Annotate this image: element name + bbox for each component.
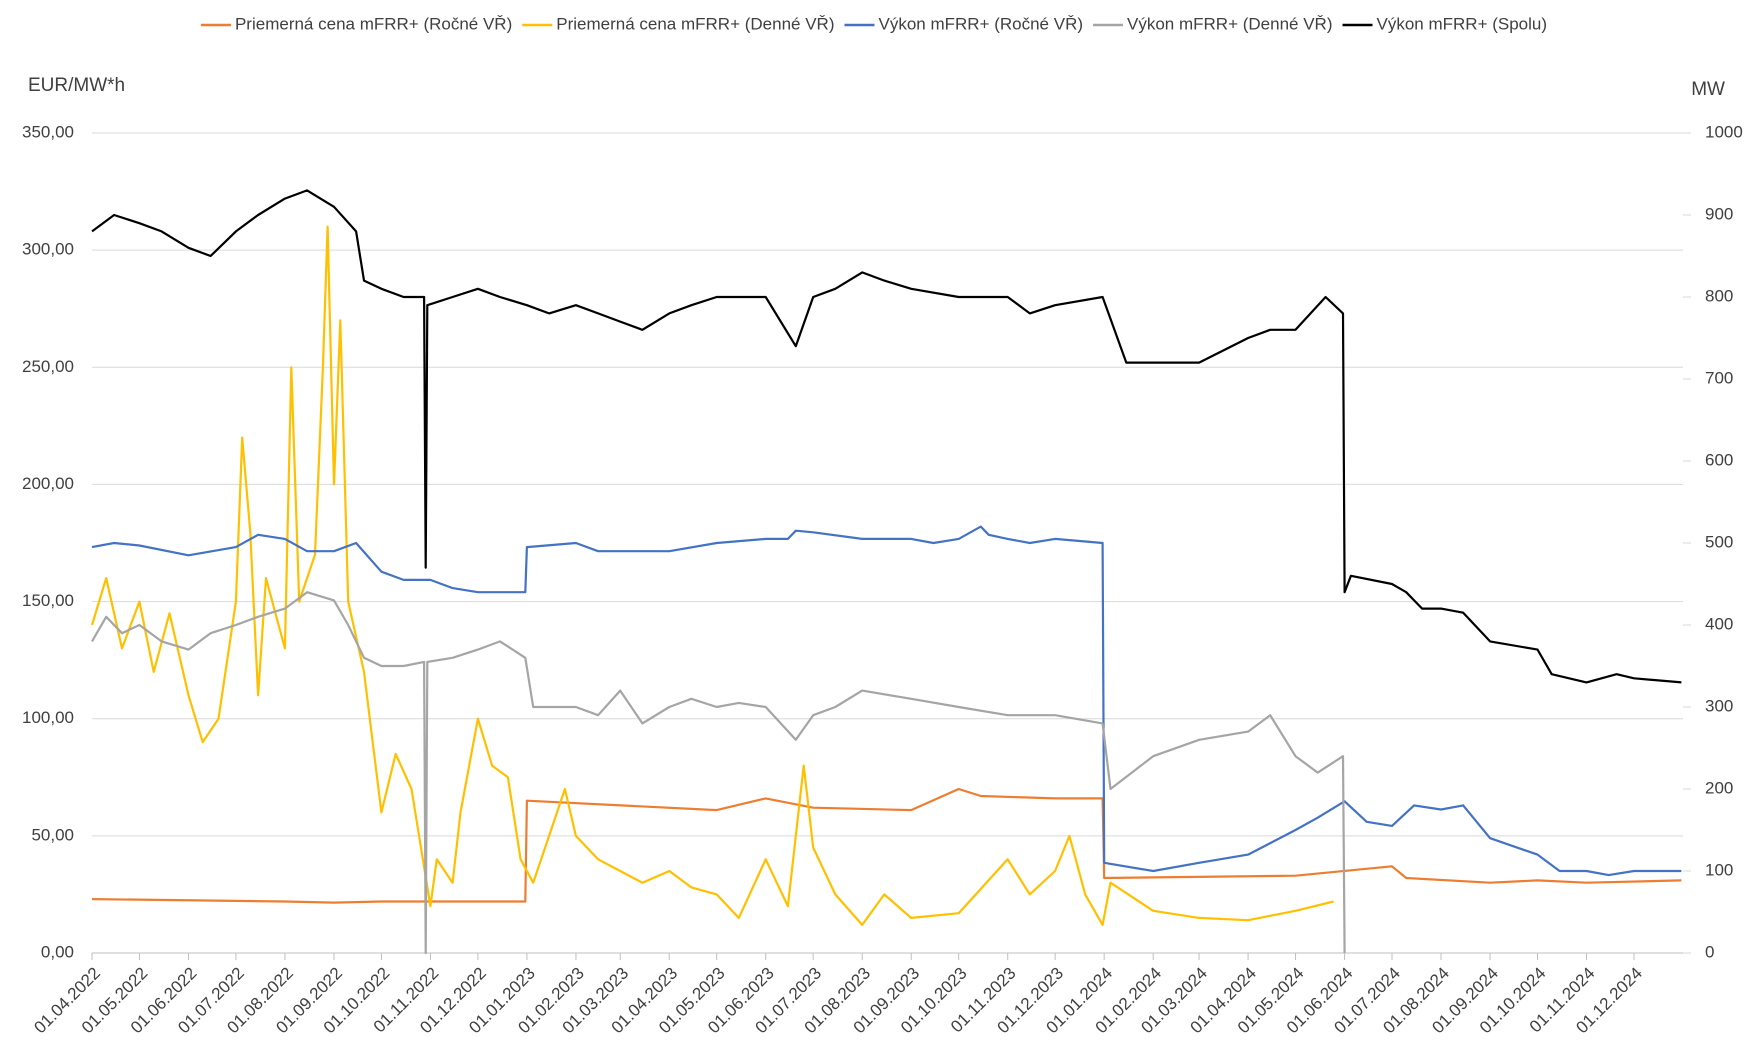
- y-tick-label: 350,00: [22, 122, 74, 141]
- legend-label: Výkon mFRR+ (Ročné VŘ): [878, 14, 1083, 33]
- y2-tick-label: 0: [1705, 942, 1714, 961]
- legend-label: Priemerná cena mFRR+ (Ročné VŘ): [235, 14, 512, 33]
- y2-tick-label: 300: [1705, 696, 1733, 715]
- y-tick-label: 100,00: [22, 708, 74, 727]
- y2-tick-label: 600: [1705, 450, 1733, 469]
- series-line: [91, 591, 1346, 955]
- y-tick-label: 0,00: [41, 942, 74, 961]
- y-tick-label: 250,00: [22, 357, 74, 376]
- y2-axis-title: MW: [1691, 79, 1725, 100]
- y2-tick-label: 800: [1705, 286, 1733, 305]
- legend-label: Výkon mFRR+ (Denné VŘ): [1127, 14, 1332, 33]
- series-line: [90, 225, 1334, 926]
- y2-tick-label: 700: [1705, 368, 1733, 387]
- legend: Priemerná cena mFRR+ (Ročné VŘ) Priemerná…: [200, 14, 1548, 33]
- y-tick-label: 150,00: [22, 591, 74, 610]
- y2-tick-label: 200: [1705, 778, 1733, 797]
- y-tick-label: 50,00: [31, 825, 74, 844]
- y2-tick-label: 100: [1705, 860, 1733, 879]
- y2-tick-label: 400: [1705, 614, 1733, 633]
- y2-tick-label: 1000: [1705, 122, 1743, 141]
- y-axis-title: EUR/MW*h: [28, 75, 125, 96]
- legend-label: Výkon mFRR+ (Spolu): [1377, 14, 1548, 33]
- series-line: [91, 525, 1682, 877]
- legend-label: Priemerná cena mFRR+ (Denné VŘ): [556, 14, 834, 33]
- y-tick-label: 300,00: [22, 240, 74, 259]
- y2-tick-label: 900: [1705, 204, 1733, 223]
- series-line: [91, 787, 1682, 904]
- series-line: [91, 189, 1682, 684]
- y-tick-label: 200,00: [22, 474, 74, 493]
- y2-tick-label: 500: [1705, 532, 1733, 551]
